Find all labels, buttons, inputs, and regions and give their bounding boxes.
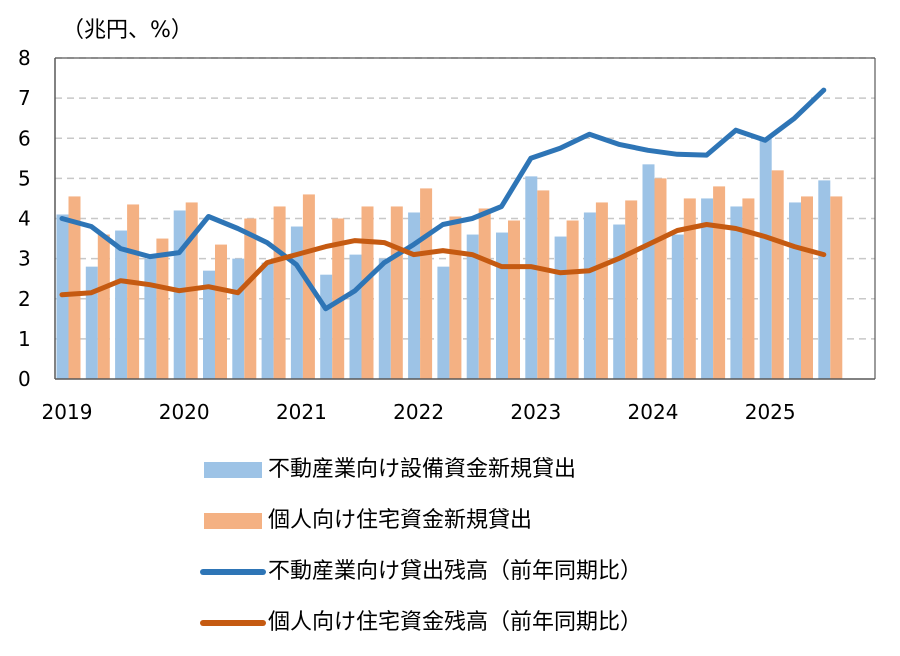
bar-office (349, 254, 362, 379)
bar-housing (97, 234, 110, 379)
legend-label: 不動産業向け貸出残高（前年同期比） (268, 559, 643, 584)
bar-housing (390, 206, 403, 379)
bar-housing (566, 220, 579, 379)
bar-housing (127, 204, 140, 379)
y-tick-label: 0 (18, 367, 31, 391)
bar-office (203, 270, 215, 379)
bar-housing (244, 218, 257, 379)
legend-swatch-blue-bar (204, 462, 262, 478)
bar-office (789, 202, 801, 379)
bar-housing (420, 188, 433, 379)
unit-label: （兆円、%） (62, 18, 193, 43)
bar-office (173, 210, 186, 379)
bar-office (144, 258, 157, 379)
y-tick-labels: 0 1 2 3 4 5 6 7 8 (18, 46, 31, 391)
x-tick-label: 2025 (745, 400, 796, 424)
x-tick-label: 2023 (510, 400, 561, 424)
bar-housing (771, 170, 784, 379)
y-tick-label: 8 (18, 46, 31, 70)
bar-housing (361, 206, 374, 379)
y-tick-label: 7 (18, 86, 31, 110)
bar-housing (625, 200, 638, 379)
bar-office (290, 226, 303, 379)
legend-label: 個人向け住宅資金新規貸出 (268, 508, 533, 533)
bar-office (261, 262, 274, 379)
bar-office (320, 274, 333, 379)
bar-housing (830, 196, 843, 379)
bar-office (642, 164, 655, 379)
bar-office (466, 234, 479, 379)
bar-housing (449, 216, 462, 379)
x-tick-label: 2019 (42, 400, 93, 424)
bar-office (701, 198, 714, 379)
bar-housing (595, 202, 608, 379)
bar-office (378, 258, 391, 379)
legend-label: 個人向け住宅資金残高（前年同期比） (268, 610, 643, 635)
x-tick-label: 2020 (159, 400, 210, 424)
y-tick-label: 5 (18, 166, 31, 190)
bar-office (818, 180, 831, 379)
y-tick-label: 4 (18, 207, 31, 231)
bar-housing (654, 178, 667, 379)
bar-housing (713, 186, 726, 379)
bar-office (554, 236, 567, 379)
bar-office (115, 230, 128, 379)
bar-housing (508, 220, 520, 379)
bar-housing (537, 190, 550, 379)
bar-office (730, 206, 743, 379)
bar-housing (215, 244, 227, 379)
x-tick-label: 2022 (393, 400, 444, 424)
legend-swatch-brown-line (200, 620, 266, 626)
line-realestate-loans (59, 87, 827, 312)
x-tick-label: 2024 (628, 400, 679, 424)
bar-office (496, 232, 508, 379)
legend-swatch-orange-bar (204, 513, 262, 529)
x-tick-label: 2021 (276, 400, 327, 424)
bar-office (671, 234, 684, 379)
bars (56, 138, 843, 379)
line-housing-loans (59, 222, 827, 298)
legend-swatch-blue-line (200, 569, 266, 575)
bar-office (759, 138, 772, 379)
bar-office (437, 266, 450, 379)
bar-office (85, 266, 98, 379)
bar-office (613, 224, 626, 379)
bar-office (583, 212, 596, 379)
bar-housing (273, 206, 286, 379)
y-tick-label: 2 (18, 287, 31, 311)
axes (54, 57, 876, 380)
y-tick-label: 6 (18, 126, 31, 150)
bar-office (232, 258, 245, 379)
bar-office (408, 212, 421, 379)
lines (59, 87, 827, 312)
bar-housing (683, 198, 696, 379)
bar-housing (478, 208, 491, 379)
x-tick-labels: 2019 2020 2021 2022 2023 2024 2025 (42, 400, 796, 424)
bar-housing (68, 196, 81, 379)
y-tick-label: 1 (18, 327, 31, 351)
legend-label: 不動産業向け設備資金新規貸出 (268, 457, 577, 482)
bar-housing (742, 198, 755, 379)
y-tick-label: 3 (18, 247, 31, 271)
bar-office (525, 176, 538, 379)
bar-housing (156, 238, 169, 379)
bar-housing (801, 196, 813, 379)
